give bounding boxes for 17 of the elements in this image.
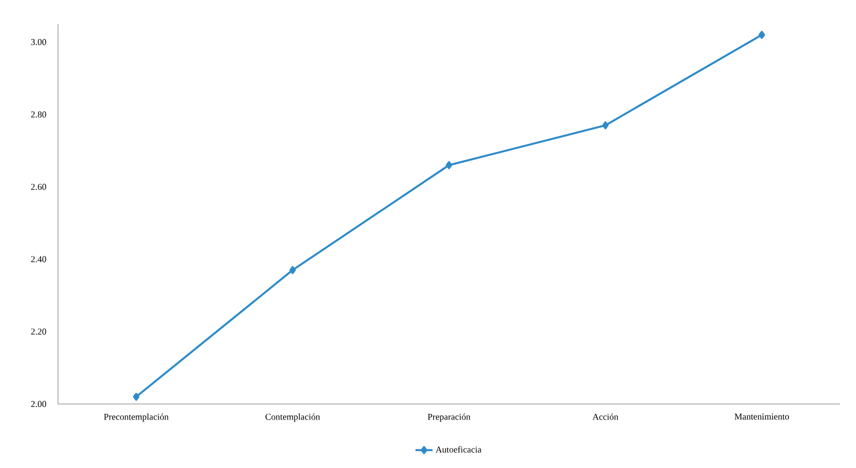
x-tick-label: Preparación <box>428 414 470 422</box>
y-tick-label: 2.40 <box>31 256 46 262</box>
x-tick-label: Contemplación <box>265 414 320 422</box>
point <box>758 30 766 39</box>
legend-label: Autoeficacia <box>436 446 482 453</box>
point <box>289 266 296 274</box>
y-tick-label: 3.00 <box>31 39 46 46</box>
point <box>602 121 609 130</box>
point <box>132 392 140 401</box>
x-tick-label: Acción <box>592 414 618 420</box>
x-tick-label: Precontemplación <box>104 414 169 422</box>
y-tick-label: 2.20 <box>31 328 46 335</box>
y-tick-label: 2.60 <box>31 184 46 190</box>
y-tick-label: 2.00 <box>31 400 46 408</box>
y-tick-label: 2.80 <box>31 111 46 118</box>
point <box>446 161 452 170</box>
x-tick-label: Mantenimiento <box>734 414 789 420</box>
